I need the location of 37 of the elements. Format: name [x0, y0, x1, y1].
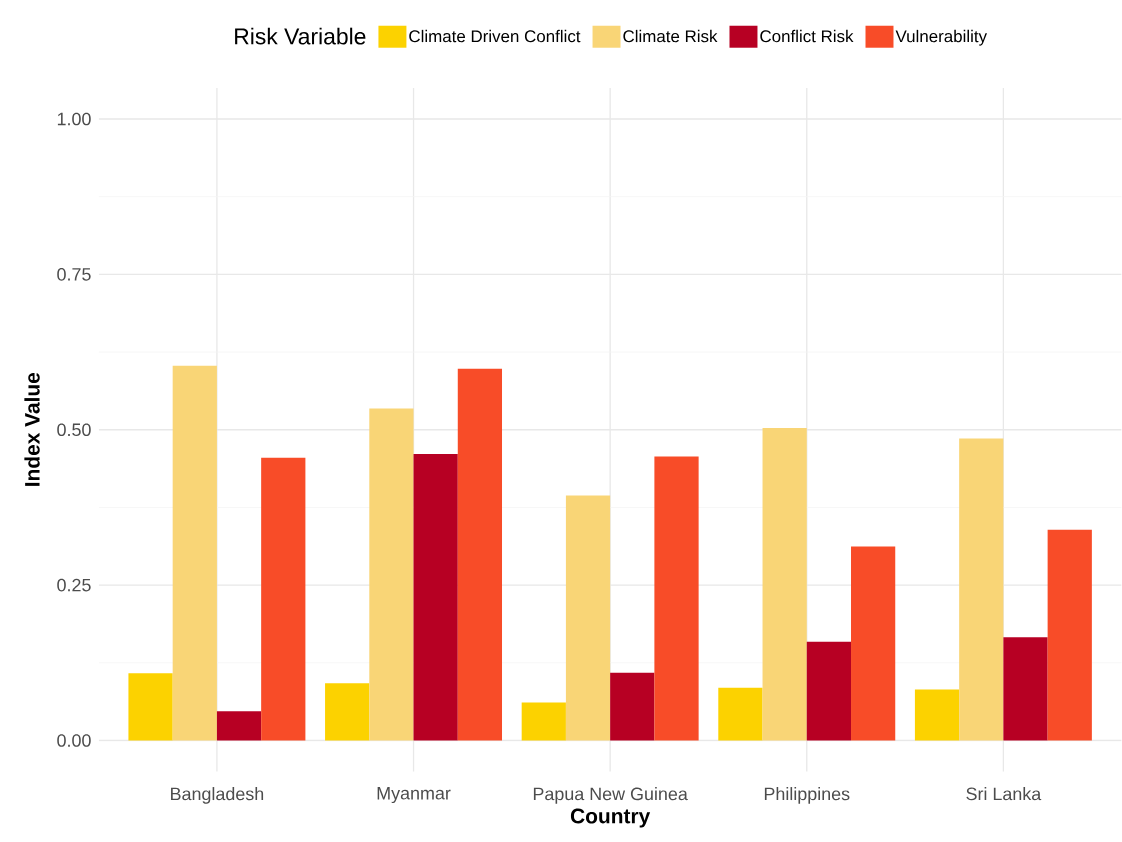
y-tick-label: 0.50: [57, 423, 91, 437]
y-tick-label: 0.25: [57, 578, 91, 592]
legend-label: Vulnerability: [895, 30, 988, 46]
y-tick-label: 1.00: [57, 112, 91, 126]
legend-title: Risk Variable: [235, 27, 366, 45]
x-tick-label: Papua New Guinea: [533, 787, 688, 804]
x-tick-label: Bangladesh: [171, 787, 264, 804]
bar: [521, 702, 566, 741]
bar: [1003, 637, 1048, 741]
bar: [565, 495, 611, 741]
y-tick-label: 0.75: [57, 268, 91, 281]
bar: [172, 365, 217, 741]
bar: [718, 687, 763, 741]
x-tick-label: Sri Lanka: [966, 787, 1042, 801]
legend-label: Climate Risk: [623, 30, 718, 43]
bar: [1047, 530, 1092, 741]
x-tick-label: Myanmar: [377, 787, 451, 804]
x-tick-label: Philippines: [764, 787, 850, 804]
bar: [261, 457, 306, 741]
bar: [610, 672, 655, 741]
x-axis-title: Country: [570, 808, 651, 828]
bar: [654, 456, 699, 741]
bar: [806, 641, 852, 741]
y-tick-label: 0.00: [57, 734, 91, 748]
legend-label: Climate Driven Conflict: [409, 30, 581, 43]
legend-label: Conflict Risk: [760, 30, 854, 43]
bar: [959, 438, 1004, 741]
bar: [216, 711, 262, 741]
bar: [457, 369, 503, 741]
bar: [369, 408, 414, 741]
bar: [413, 454, 458, 741]
bar: [914, 689, 960, 741]
bar: [128, 673, 173, 741]
bar: [851, 546, 896, 741]
bar: [762, 428, 807, 741]
y-axis-title: Index Value: [24, 373, 40, 487]
bar: [325, 683, 370, 741]
